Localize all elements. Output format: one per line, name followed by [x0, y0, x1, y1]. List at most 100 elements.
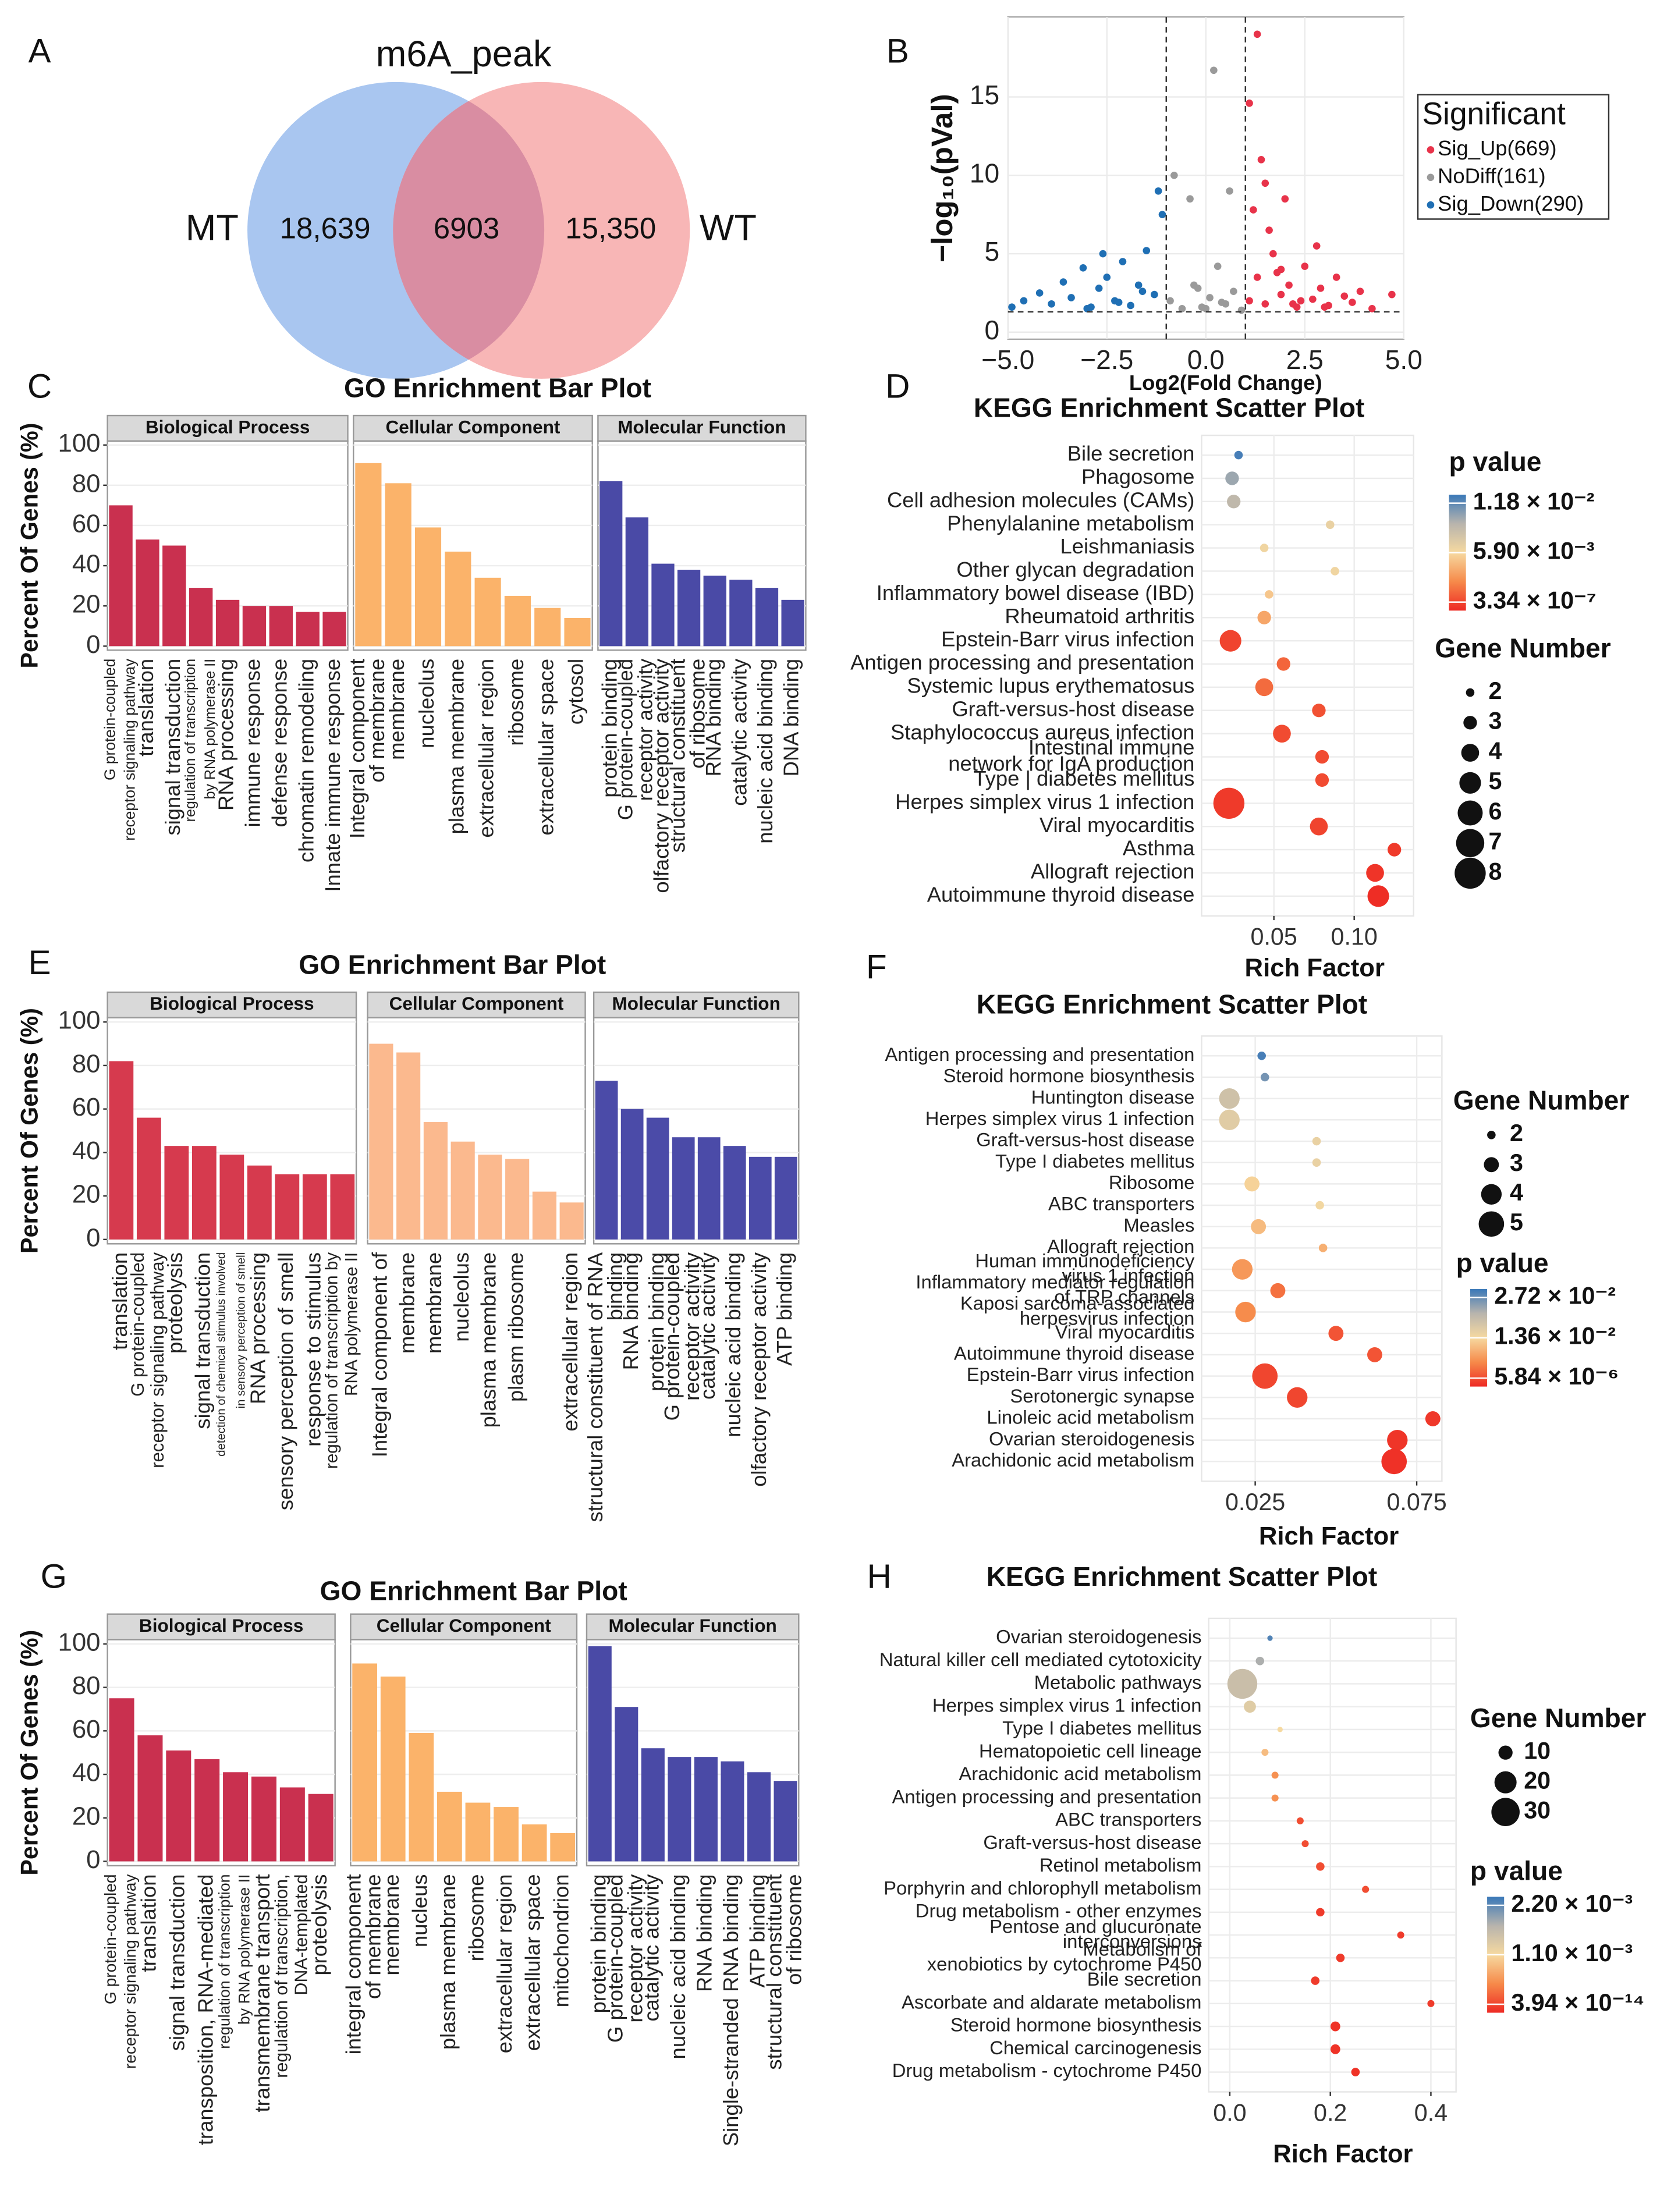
y-tick-label: 15	[970, 80, 999, 110]
facet-strip	[586, 1613, 800, 1641]
x-tick-label: chromatin remodeling	[294, 659, 318, 862]
legend-bubble	[1478, 1211, 1505, 1237]
x-tick-label: 0.075	[1386, 1489, 1446, 1515]
legend-label: 6	[1489, 798, 1502, 825]
y-tick-label: 0	[86, 1223, 100, 1252]
x-tick-label: G protein-coupledreceptor activity	[660, 1252, 704, 1421]
x-tick-label: plasma membrane	[477, 1252, 501, 1428]
point	[1368, 305, 1376, 313]
bar	[774, 1781, 797, 1862]
facet-strip	[350, 1613, 578, 1641]
bubble	[1336, 1954, 1345, 1962]
legend-bubble	[1459, 772, 1481, 794]
bubble	[1301, 1840, 1309, 1848]
x-tick-label: ribosome	[504, 659, 528, 746]
x-tick-label: RNA processing	[214, 659, 238, 811]
points	[1008, 30, 1396, 314]
bar	[136, 539, 159, 647]
point	[1277, 290, 1285, 299]
y-tick-label: Drug metabolism - cytochrome P450	[892, 2060, 1202, 2081]
bubble	[1257, 1051, 1266, 1060]
x-tick-label: Integral componentof membrane	[345, 659, 388, 839]
legend-label: 10	[1524, 1738, 1551, 1764]
bar	[279, 1787, 305, 1862]
bar	[396, 1052, 421, 1240]
bar	[723, 1146, 746, 1240]
x-tick-label: RNA binding	[693, 1874, 716, 1992]
bubble	[1351, 2068, 1360, 2076]
bar	[588, 1646, 612, 1862]
bar	[505, 1159, 530, 1240]
y-tick-label: 80	[72, 1049, 101, 1078]
bar	[677, 569, 701, 647]
bar	[437, 1791, 462, 1862]
y-tick-label: Asthma	[1123, 836, 1195, 860]
point	[1143, 247, 1151, 254]
bubble	[1257, 610, 1271, 624]
x-tick-label: structural constituent of RNAbinding	[583, 1252, 627, 1522]
y-tick-label: Bile secretion	[1067, 442, 1195, 466]
y-axis-title: Percent Of Genes (%)	[16, 423, 42, 669]
bar	[385, 483, 411, 647]
bar	[721, 1761, 744, 1862]
bubble	[1310, 817, 1328, 836]
y-tick-label: Allograft rejection	[1031, 860, 1194, 883]
y-tick-label: 20	[72, 1802, 101, 1830]
bubble	[1219, 1109, 1240, 1131]
x-tick-label: Innate immune response	[321, 659, 345, 892]
bar	[668, 1757, 691, 1862]
y-tick-label: Phenylalanine metabolism	[947, 511, 1194, 535]
bar	[522, 1824, 547, 1862]
y-tick-label: Metabolic pathways	[1034, 1671, 1202, 1693]
x-tick-label: protein binding	[644, 1252, 668, 1391]
x-tick-label: translation	[134, 659, 158, 757]
y-tick-label: 100	[58, 1628, 101, 1656]
bar	[599, 481, 623, 647]
bubble	[1235, 1301, 1256, 1323]
bubble	[1312, 1137, 1321, 1146]
bar	[747, 1772, 771, 1862]
y-tick-label: Kaposi sarcoma-associated herpesvirus inf…	[960, 1292, 1194, 1329]
point	[1154, 187, 1162, 195]
point	[1138, 287, 1147, 296]
y-tick-label: 80	[72, 469, 101, 498]
point	[1115, 299, 1123, 306]
point	[1321, 303, 1329, 311]
bubble	[1265, 590, 1273, 599]
y-tick-label: Antigen processing and presentation	[892, 1785, 1202, 1807]
y-tick-label: Epstein-Barr virus infection	[967, 1364, 1195, 1385]
y-tick-label: 5	[985, 236, 1000, 267]
y-tick-label: 40	[72, 1759, 101, 1787]
x-tick-label: 0.0	[1187, 345, 1225, 375]
y-tick-label: Phagosome	[1081, 465, 1194, 489]
bar	[322, 612, 346, 647]
point	[1285, 281, 1293, 289]
y-tick-label: Arachidonic acid metabolism	[952, 1449, 1194, 1471]
x-tick-label: catalytic activity	[696, 1252, 719, 1400]
legend-label: 4	[1510, 1179, 1523, 1206]
x-tick-label: 0.10	[1331, 924, 1378, 950]
bar	[615, 1707, 638, 1862]
bar	[781, 599, 804, 647]
plot-area	[1208, 1617, 1457, 2093]
facet-strip-label: Molecular Function	[612, 993, 781, 1014]
x-tick-label: Single-stranded RNA binding	[719, 1874, 743, 2147]
bubble	[1276, 657, 1290, 671]
y-tick-label: Herpes simplex virus 1 infection	[895, 790, 1194, 814]
bubble	[1362, 1886, 1370, 1893]
y-tick-label: Porphyrin and chlorophyll metabolism	[884, 1877, 1201, 1898]
point	[1194, 285, 1202, 292]
point	[1158, 211, 1166, 218]
facet-strip	[353, 414, 593, 442]
x-tick-label: structural constituentof ribosome	[762, 1874, 806, 2070]
bubble	[1219, 1088, 1240, 1109]
point	[1048, 300, 1055, 308]
legend-bubble	[1481, 1184, 1502, 1205]
legend-bubble	[1494, 1771, 1517, 1794]
y-tick-label: 60	[72, 509, 101, 538]
y-tick-label: Drug metabolism - other enzymes	[916, 1900, 1202, 1922]
bar	[729, 580, 753, 647]
panel-letter: F	[866, 949, 887, 986]
x-tick-label: sensory perception of smell	[274, 1252, 297, 1510]
